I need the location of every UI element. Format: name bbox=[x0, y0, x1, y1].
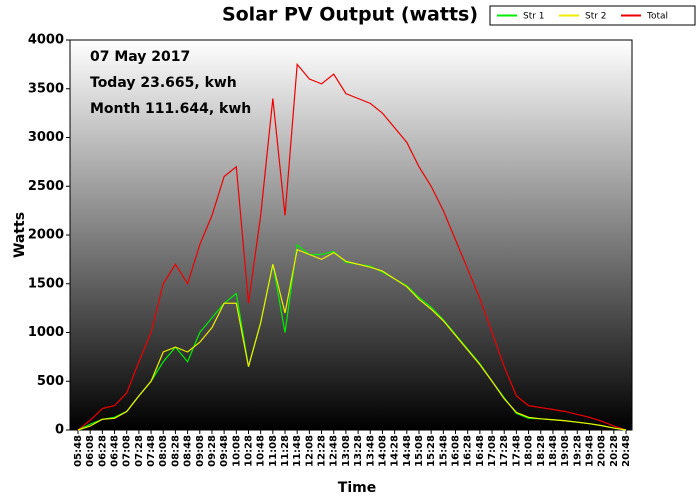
x-tick-label: 17:08 bbox=[487, 435, 498, 467]
y-tick-label: 4000 bbox=[28, 33, 64, 48]
x-tick-label: 16:08 bbox=[451, 435, 462, 467]
x-tick-label: 16:48 bbox=[475, 435, 486, 467]
x-tick-label: 13:48 bbox=[365, 435, 376, 467]
x-tick-label: 18:48 bbox=[548, 435, 559, 467]
x-tick-label: 20:48 bbox=[621, 435, 632, 467]
x-tick-label: 07:28 bbox=[134, 435, 145, 467]
legend bbox=[489, 5, 696, 26]
x-tick-label: 08:48 bbox=[183, 435, 194, 467]
y-tick-label: 0 bbox=[55, 423, 64, 438]
y-tick-label: 2500 bbox=[28, 179, 64, 194]
x-tick-label: 12:08 bbox=[304, 435, 315, 467]
x-tick-label: 20:28 bbox=[609, 435, 620, 467]
x-tick-label: 14:08 bbox=[377, 435, 388, 467]
y-tick-label: 3000 bbox=[28, 130, 64, 145]
x-tick-label: 13:28 bbox=[353, 435, 364, 467]
x-tick-label: 07:08 bbox=[122, 435, 133, 467]
x-tick-label: 11:48 bbox=[292, 435, 303, 467]
x-tick-label: 14:28 bbox=[390, 435, 401, 467]
x-tick-label: 10:08 bbox=[231, 435, 242, 467]
x-tick-label: 19:08 bbox=[560, 435, 571, 467]
x-tick-label: 05:48 bbox=[73, 435, 84, 467]
annotation: 07 May 2017 bbox=[90, 49, 190, 65]
x-tick-label: 17:28 bbox=[499, 435, 510, 467]
y-tick-label: 1000 bbox=[28, 325, 64, 340]
x-tick-label: 17:48 bbox=[511, 435, 522, 467]
legend-label: Total bbox=[646, 12, 668, 22]
x-tick-label: 15:28 bbox=[426, 435, 437, 467]
x-tick-label: 10:28 bbox=[243, 435, 254, 467]
x-tick-label: 13:08 bbox=[341, 435, 352, 467]
x-tick-label: 15:48 bbox=[438, 435, 449, 467]
x-tick-label: 11:28 bbox=[280, 435, 291, 467]
legend-label: Str 2 bbox=[585, 12, 607, 22]
x-tick-label: 11:08 bbox=[268, 435, 279, 467]
x-tick-label: 18:08 bbox=[524, 435, 535, 467]
x-tick-label: 07:48 bbox=[146, 435, 157, 467]
x-tick-label: 09:28 bbox=[207, 435, 218, 467]
y-tick-label: 2000 bbox=[28, 228, 64, 243]
y-tick-label: 3500 bbox=[28, 81, 64, 96]
y-tick-label: 500 bbox=[37, 374, 64, 389]
x-axis-label: Time bbox=[338, 480, 376, 496]
x-tick-label: 12:48 bbox=[329, 435, 340, 467]
annotation: Month 111.644, kwh bbox=[90, 101, 251, 117]
plot-area bbox=[69, 39, 633, 431]
x-tick-label: 16:28 bbox=[463, 435, 474, 467]
chart-title: Solar PV Output (watts) bbox=[222, 4, 478, 26]
series-line bbox=[77, 248, 627, 431]
x-tick-label: 12:28 bbox=[317, 435, 328, 467]
x-tick-label: 19:48 bbox=[584, 435, 595, 467]
x-tick-label: 14:48 bbox=[402, 435, 413, 467]
x-tick-label: 18:28 bbox=[536, 435, 547, 467]
x-tick-label: 19:28 bbox=[572, 435, 583, 467]
x-tick-label: 20:08 bbox=[597, 435, 608, 467]
legend-label: Str 1 bbox=[523, 12, 545, 22]
y-axis-label: Watts bbox=[12, 212, 28, 258]
x-tick-label: 09:08 bbox=[195, 435, 206, 467]
annotation: Today 23.665, kwh bbox=[90, 75, 237, 91]
y-tick-label: 1500 bbox=[28, 276, 64, 291]
x-tick-label: 06:08 bbox=[85, 435, 96, 467]
series-line bbox=[77, 62, 627, 431]
x-tick-label: 08:08 bbox=[158, 435, 169, 467]
x-tick-label: 08:28 bbox=[170, 435, 181, 467]
x-tick-label: 06:28 bbox=[97, 435, 108, 467]
x-tick-label: 15:08 bbox=[414, 435, 425, 467]
x-tick-label: 06:48 bbox=[110, 435, 121, 467]
x-tick-label: 09:48 bbox=[219, 435, 230, 467]
x-tick-label: 10:48 bbox=[256, 435, 267, 467]
